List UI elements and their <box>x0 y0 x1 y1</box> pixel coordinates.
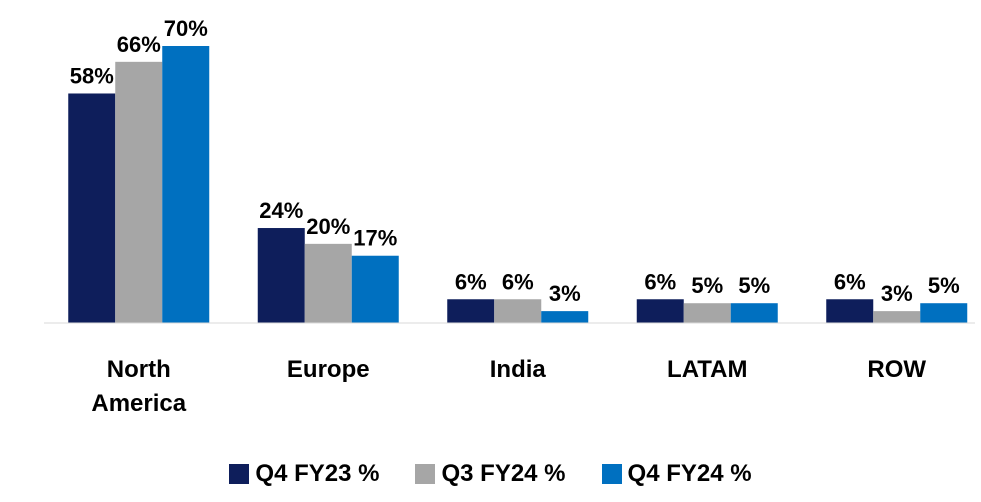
legend-item: Q4 FY24 % <box>601 460 752 488</box>
value-label: 6% <box>455 269 487 294</box>
value-label: 6% <box>644 269 676 294</box>
value-label: 20% <box>306 214 350 239</box>
legend-label: Q3 FY24 % <box>441 460 566 487</box>
value-label: 17% <box>353 226 397 251</box>
bar <box>304 243 352 323</box>
legend-item: Q4 FY23 % <box>229 460 379 488</box>
legend-swatch <box>415 464 436 484</box>
value-label: 3% <box>881 281 913 306</box>
legend-label: Q4 FY24 % <box>627 460 752 487</box>
value-label: 5% <box>738 273 770 298</box>
legend-swatch <box>601 464 622 484</box>
bar <box>351 255 399 323</box>
x-tick-label: North America <box>91 356 187 417</box>
x-tick-label: ROW <box>867 356 927 383</box>
legend-label: Q4 FY23 % <box>255 460 380 487</box>
value-label: 66% <box>117 32 161 57</box>
bar <box>162 46 210 323</box>
legend-item: Q3 FY24 % <box>415 460 566 488</box>
bar <box>826 299 874 323</box>
value-label: 3% <box>549 281 581 306</box>
bar <box>873 311 921 323</box>
legend: Q4 FY23 % Q3 FY24 % Q4 FY24 % <box>0 460 981 488</box>
value-label: 70% <box>164 16 208 41</box>
value-label: 5% <box>691 273 723 298</box>
value-label: 6% <box>834 269 866 294</box>
bar <box>494 299 542 323</box>
bar <box>636 299 684 323</box>
bar <box>447 299 495 323</box>
value-label: 24% <box>259 198 303 223</box>
bar <box>683 303 731 323</box>
x-tick-label: LATAM <box>667 356 748 383</box>
bar <box>115 61 163 323</box>
bar <box>541 311 589 323</box>
bar <box>68 93 116 323</box>
bar <box>257 228 305 323</box>
x-tick-label: Europe <box>286 356 370 383</box>
value-label: 6% <box>502 269 534 294</box>
value-label: 5% <box>928 273 960 298</box>
legend-swatch <box>229 464 250 484</box>
bar <box>920 303 968 323</box>
x-tick-label: India <box>489 356 546 383</box>
value-label: 58% <box>70 63 114 88</box>
bar <box>730 303 778 323</box>
